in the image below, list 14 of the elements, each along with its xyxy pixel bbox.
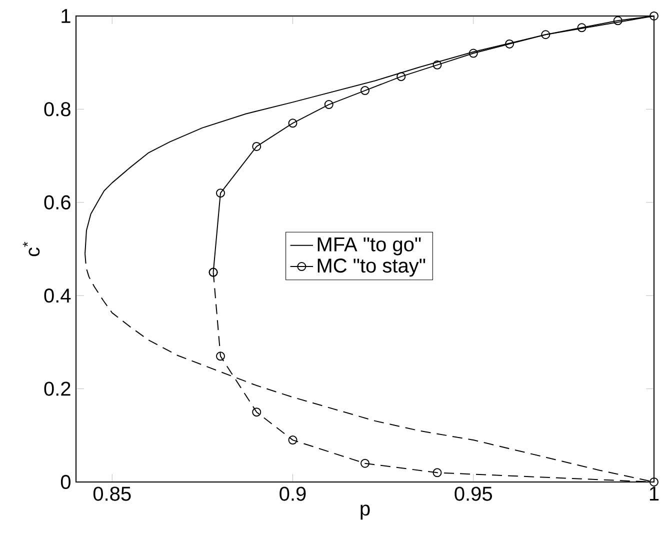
x-tick-label: 1 xyxy=(650,486,659,500)
y-tick-label: 0.4 xyxy=(44,288,71,303)
x-tick-label: 0.95 xyxy=(454,486,492,501)
y-tick-label: 0 xyxy=(60,474,70,490)
y-tick-label: 0.2 xyxy=(44,382,70,396)
x-tick-label: 0.9 xyxy=(280,486,306,501)
y-tick-label: 0.8 xyxy=(44,102,70,116)
y-tick-label: 1 xyxy=(62,9,70,23)
x-tick-label: 0.85 xyxy=(93,486,131,501)
legend-label: MFA "to go" xyxy=(318,237,421,256)
legend-label: MC "to stay" xyxy=(318,258,426,277)
y-axis-title: c$^{*}$ xyxy=(22,242,40,256)
y-tick-label: 0.6 xyxy=(44,195,70,210)
x-axis-title: p xyxy=(360,504,370,520)
